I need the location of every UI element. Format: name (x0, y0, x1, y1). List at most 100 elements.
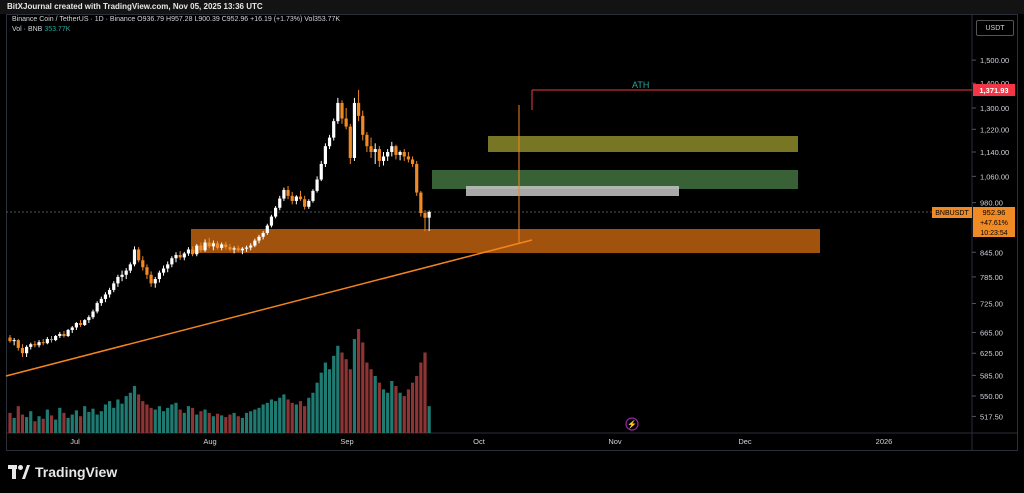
candle-body[interactable] (37, 342, 41, 346)
resistance-zone-olive[interactable] (488, 136, 798, 152)
candle-body[interactable] (207, 242, 211, 247)
candle-body[interactable] (25, 346, 29, 354)
candle-body[interactable] (33, 344, 37, 346)
candle-body[interactable] (394, 146, 398, 155)
candle-body[interactable] (182, 253, 186, 258)
candle-body[interactable] (95, 303, 99, 312)
zone-grey[interactable] (466, 186, 679, 196)
chart-frame[interactable] (6, 14, 1018, 451)
candle-body[interactable] (103, 294, 108, 299)
candle-body[interactable] (149, 274, 153, 284)
candle-body[interactable] (191, 249, 195, 255)
candle-body[interactable] (406, 156, 410, 160)
candle-body[interactable] (249, 245, 253, 248)
candle-body[interactable] (157, 272, 161, 280)
candle-body[interactable] (166, 264, 170, 269)
candle-body[interactable] (203, 242, 207, 251)
resistance-zone-green[interactable] (432, 170, 798, 189)
candle-body[interactable] (145, 267, 149, 275)
support-zone-orange[interactable] (191, 229, 820, 253)
candle-body[interactable] (108, 289, 112, 295)
candle-body[interactable] (220, 244, 224, 248)
candle-body[interactable] (311, 190, 315, 201)
candle-body[interactable] (261, 233, 265, 237)
candle-body[interactable] (402, 152, 406, 157)
candle-body[interactable] (244, 247, 249, 249)
event-icon[interactable] (625, 417, 639, 431)
candle-body[interactable] (365, 134, 369, 147)
candle-body[interactable] (66, 329, 70, 336)
candle-body[interactable] (369, 146, 373, 153)
candle-body[interactable] (199, 245, 203, 251)
candle-body[interactable] (257, 236, 261, 241)
candle-body[interactable] (174, 255, 178, 259)
candle-body[interactable] (240, 248, 244, 251)
candle-body[interactable] (373, 149, 377, 153)
volume-study-label[interactable]: Vol · BNB (12, 26, 43, 33)
candle-body[interactable] (307, 200, 311, 207)
symbol-title[interactable]: Binance Coin / TetherUS · 1D · Binance (12, 16, 136, 23)
candle-body[interactable] (269, 216, 274, 226)
candle-body[interactable] (87, 317, 91, 321)
candle-body[interactable] (410, 159, 415, 164)
candle-body[interactable] (336, 102, 340, 122)
candle-body[interactable] (228, 247, 232, 250)
candle-body[interactable] (45, 339, 49, 344)
candle-body[interactable] (352, 102, 357, 158)
candle-body[interactable] (132, 249, 137, 265)
trendline[interactable] (5, 239, 533, 377)
candle-body[interactable] (99, 298, 103, 304)
candle-body[interactable] (153, 279, 157, 284)
candle-body[interactable] (294, 196, 298, 201)
candle-body[interactable] (398, 152, 402, 155)
candle-body[interactable] (381, 156, 386, 161)
candle-body[interactable] (16, 340, 20, 348)
candle-body[interactable] (124, 270, 128, 275)
candle-body[interactable] (54, 335, 58, 341)
candle-body[interactable] (58, 333, 62, 336)
candle-body[interactable] (161, 268, 166, 273)
candle-body[interactable] (361, 115, 365, 135)
candle-body[interactable] (120, 274, 124, 277)
price-chart[interactable]: ATH 1,500.00 1,400.00 1,300.00 1,220.00 1,14… (0, 0, 1024, 452)
candle-body[interactable] (232, 248, 236, 250)
candle-body[interactable] (298, 196, 303, 200)
candle-body[interactable] (74, 323, 78, 328)
candle-body[interactable] (327, 137, 332, 147)
candle-body[interactable] (12, 340, 16, 342)
candle-body[interactable] (224, 244, 228, 248)
candle-body[interactable] (141, 260, 145, 268)
currency-button[interactable]: USDT (976, 20, 1014, 36)
candle-body[interactable] (332, 121, 336, 138)
candle-body[interactable] (62, 333, 66, 336)
tradingview-logo[interactable]: TradingView (8, 464, 117, 480)
candle-body[interactable] (319, 163, 323, 180)
candle-body[interactable] (265, 225, 269, 234)
candle-body[interactable] (83, 320, 87, 325)
candle-body[interactable] (70, 327, 74, 330)
candle-body[interactable] (116, 276, 120, 284)
candle-body[interactable] (282, 189, 286, 199)
candle-body[interactable] (323, 146, 327, 164)
candle-body[interactable] (386, 152, 390, 157)
candle-body[interactable] (427, 212, 431, 218)
candle-body[interactable] (286, 189, 290, 196)
candle-body[interactable] (137, 249, 141, 261)
candle-body[interactable] (415, 163, 419, 193)
candle-body[interactable] (236, 248, 240, 251)
candle-body[interactable] (215, 243, 220, 248)
candle-body[interactable] (178, 255, 182, 258)
candle-body[interactable] (315, 179, 319, 191)
candle-body[interactable] (128, 264, 132, 271)
candle-body[interactable] (340, 102, 344, 119)
candle-body[interactable] (195, 245, 199, 255)
candle-body[interactable] (377, 149, 381, 161)
candle-body[interactable] (20, 347, 25, 354)
candle-body[interactable] (170, 258, 174, 265)
candle-body[interactable] (290, 195, 294, 201)
candle-body[interactable] (357, 102, 361, 116)
candle-body[interactable] (91, 311, 95, 318)
candle-body[interactable] (344, 118, 348, 127)
candle-body[interactable] (348, 126, 352, 158)
candle-body[interactable] (303, 199, 307, 207)
